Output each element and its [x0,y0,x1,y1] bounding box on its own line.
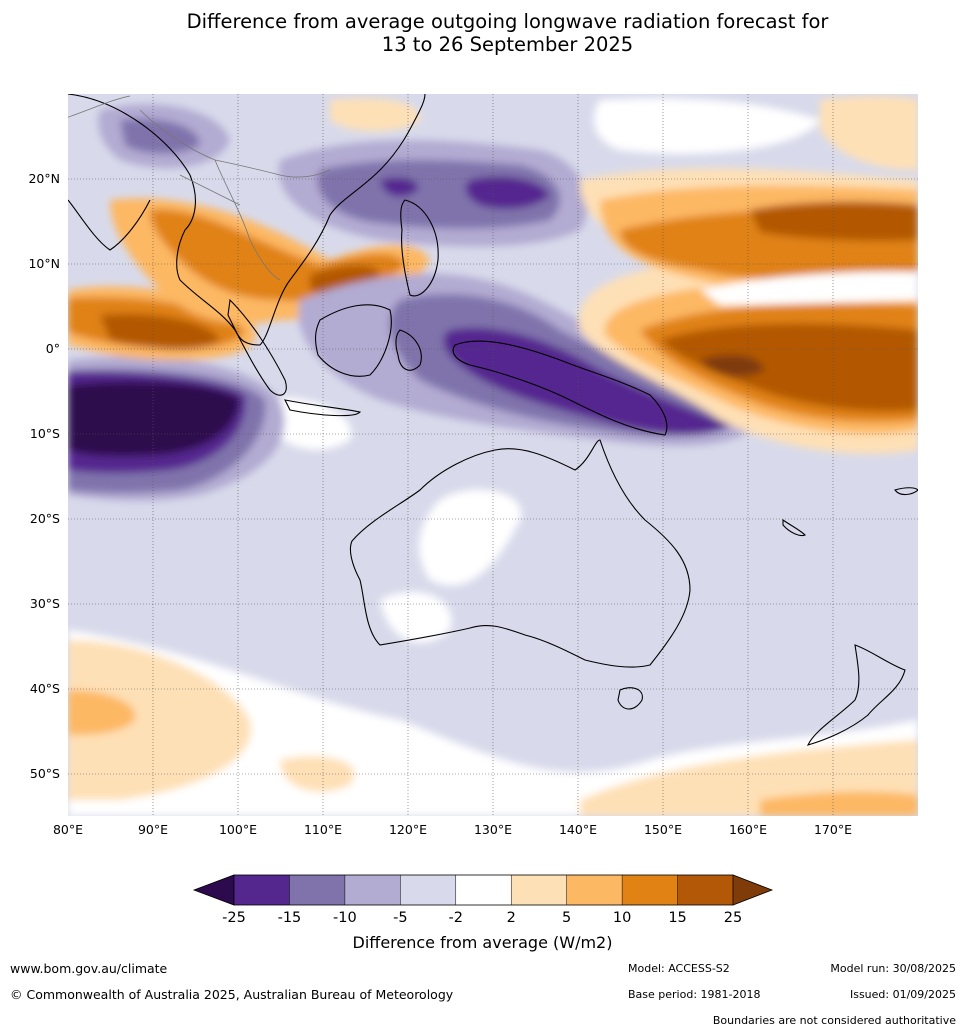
footer-boundaries: Boundaries are not considered authoritat… [712,1014,956,1027]
graticule [68,94,918,816]
colorbar-tick-label: 25 [724,910,742,926]
philippines-coast [400,199,439,297]
lon-label: 170°E [814,822,852,837]
australia-coast [349,439,691,668]
lon-label: 80°E [53,822,83,837]
footer-issued: Issued: 01/09/2025 [849,988,956,1001]
colorbar-tick-label: 2 [507,910,516,926]
colorbar-title: Difference from average (W/m2) [352,933,613,952]
coastlines [68,94,918,746]
lon-label: 120°E [389,822,427,837]
india-coast [68,199,151,251]
colorbar-segment [344,875,401,905]
colorbar-segment [677,875,734,905]
colorbar-tick-label: -25 [222,910,246,926]
colorbar-extend-low [192,874,235,906]
colorbar-segment [566,875,623,905]
footer-base-period: Base period: 1981-2018 [628,988,761,1001]
colorbar-tick-label: -2 [449,910,463,926]
title-line-2: 13 to 26 September 2025 [381,33,634,56]
borneo-coast [315,304,392,377]
colorbar: -25 -15 -10 -5 -2 2 5 10 15 25 [192,874,774,926]
asia-coast [68,94,426,346]
anomaly-field [68,96,918,816]
new-zealand-coast [806,644,906,746]
colorbar-tick-label: 5 [562,910,571,926]
lon-label: 100°E [219,822,257,837]
colorbar-tick-label: -10 [333,910,357,926]
colorbar-tick-label: -5 [393,910,407,926]
lon-label: 130°E [474,822,512,837]
colorbar-tick-label: 15 [668,910,686,926]
lon-label: 140°E [559,822,597,837]
footer-url[interactable]: www.bom.gov.au/climate [10,961,168,976]
lat-label: 0° [46,341,60,356]
lon-label: 160°E [729,822,767,837]
lat-axis-labels: 20°N 10°N 0° 10°S 20°S 30°S 40°S 50°S [28,171,60,781]
fiji-coast [894,487,918,496]
colorbar-segment [511,875,568,905]
map-panel [68,94,918,816]
colorbar-segment [400,875,457,905]
lat-label: 40°S [30,681,60,696]
colorbar-tick-label: -15 [278,910,302,926]
lat-label: 10°N [28,256,60,271]
lat-label: 10°S [30,426,60,441]
sumatra-coast [227,298,287,396]
colorbar-extend-high [732,874,774,906]
sulawesi-coast [395,329,422,371]
new-caledonia-coast [782,518,806,537]
colorbar-segment [289,875,346,905]
lon-axis-labels: 80°E 90°E 100°E 110°E 120°E 130°E 140°E … [53,822,852,837]
country-boundaries [68,95,331,281]
lon-label: 150°E [644,822,682,837]
colorbar-segments [234,875,734,905]
tasmania-coast [617,687,643,710]
title-line-1: Difference from average outgoing longwav… [186,10,829,33]
lat-label: 30°S [30,596,60,611]
java-coast [284,399,362,417]
lat-label: 20°N [28,171,60,186]
colorbar-segment [622,875,679,905]
lat-label: 50°S [30,766,60,781]
footer-model-run: Model run: 30/08/2025 [830,962,956,975]
colorbar-frame [233,874,734,906]
lon-label: 110°E [304,822,342,837]
footer-copyright: © Commonwealth of Australia 2025, Austra… [10,987,454,1002]
colorbar-segment [455,875,512,905]
new-guinea-coast [452,340,668,436]
footer-model: Model: ACCESS-S2 [628,962,730,975]
colorbar-tick-label: 10 [613,910,631,926]
colorbar-segment [234,875,290,905]
lon-label: 90°E [138,822,168,837]
colorbar-tick-labels: -25 -15 -10 -5 -2 2 5 10 15 25 [222,910,742,926]
lat-label: 20°S [30,511,60,526]
chart-title: Difference from average outgoing longwav… [0,10,965,56]
